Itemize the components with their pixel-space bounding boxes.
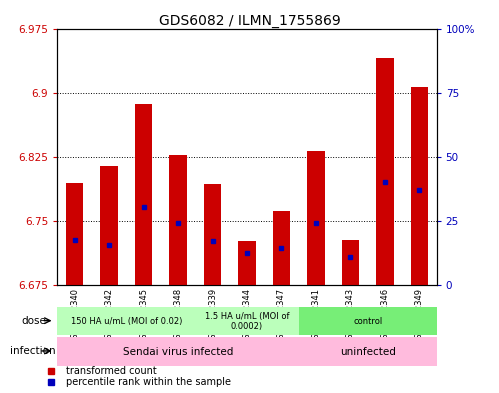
Bar	[411, 86, 428, 285]
Text: transformed count: transformed count	[65, 366, 156, 376]
Bar	[307, 151, 324, 285]
Text: percentile rank within the sample: percentile rank within the sample	[65, 377, 231, 387]
Text: GDS6082 / ILMN_1755869: GDS6082 / ILMN_1755869	[159, 14, 340, 28]
Bar	[376, 57, 394, 285]
Text: uninfected: uninfected	[340, 347, 396, 356]
Bar	[57, 337, 299, 365]
Text: control: control	[353, 317, 382, 326]
Bar	[299, 337, 437, 365]
Bar	[239, 241, 255, 285]
Text: 1.5 HA u/mL (MOI of
0.0002): 1.5 HA u/mL (MOI of 0.0002)	[205, 312, 289, 331]
Bar	[135, 103, 152, 285]
Text: dose: dose	[22, 316, 47, 326]
Bar	[100, 166, 118, 285]
Bar	[170, 154, 187, 285]
Bar	[299, 307, 437, 335]
Bar	[57, 307, 195, 335]
Text: infection: infection	[10, 346, 56, 356]
Bar	[342, 240, 359, 285]
Text: Sendai virus infected: Sendai virus infected	[123, 347, 233, 356]
Bar	[204, 184, 221, 285]
Text: 150 HA u/mL (MOI of 0.02): 150 HA u/mL (MOI of 0.02)	[71, 317, 182, 326]
Bar	[195, 307, 299, 335]
Bar	[273, 211, 290, 285]
Bar	[66, 183, 83, 285]
